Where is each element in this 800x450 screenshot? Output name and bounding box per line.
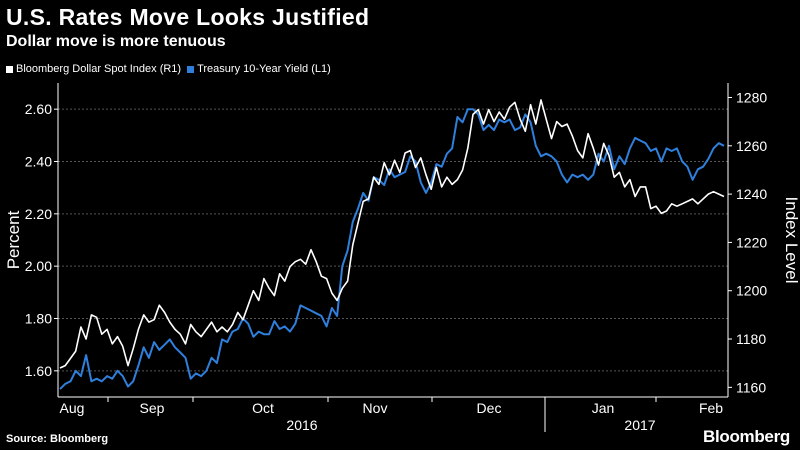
legend-swatch-treasury (187, 65, 195, 73)
legend-item-treasury: Treasury 10-Year Yield (L1) (187, 63, 331, 75)
tick-label-left: 1.80 (25, 311, 52, 327)
tick-label-left: 2.40 (25, 154, 52, 170)
tick-label-right: 1240 (736, 186, 767, 202)
tick-label-year: 2017 (624, 417, 655, 433)
tick-label-month: Sep (140, 400, 165, 416)
tick-label-right: 1180 (736, 331, 766, 347)
tick-label-month: Aug (60, 400, 85, 416)
legend-label-dollar: Bloomberg Dollar Spot Index (R1) (16, 63, 182, 75)
tick-label-left: 2.20 (25, 206, 52, 222)
tick-label-left: 2.00 (25, 258, 52, 274)
tick-label-year: 2016 (286, 417, 317, 433)
axis-title-right: Index Level (782, 197, 800, 284)
legend-item-dollar: Bloomberg Dollar Spot Index (R1) (6, 63, 181, 75)
legend: Bloomberg Dollar Spot Index (R1) Treasur… (6, 63, 337, 75)
series-line-treasury (59, 108, 725, 390)
tick-label-right: 1280 (736, 89, 767, 105)
tick-label-left: 2.60 (25, 101, 52, 117)
tick-label-right: 1200 (736, 283, 767, 299)
tick-label-right: 1260 (736, 138, 767, 154)
source-note: Source: Bloomberg (6, 433, 109, 445)
tick-label-month: Jan (592, 400, 615, 416)
tick-label-left: 1.60 (25, 363, 52, 379)
tick-label-month: Feb (699, 400, 723, 416)
tick-label-right: 1220 (736, 234, 767, 250)
axis-title-left: Percent (4, 210, 23, 269)
grid-layer (58, 108, 728, 372)
bloomberg-logo: Bloomberg (702, 427, 790, 446)
series-layer (59, 99, 725, 390)
tick-label-month: Nov (363, 400, 388, 416)
tick-label-right: 1160 (736, 379, 766, 395)
tick-label-month: Oct (252, 400, 274, 416)
tick-label-month: Dec (477, 400, 502, 416)
chart-title: U.S. Rates Move Looks Justified (6, 4, 370, 30)
legend-swatch-dollar (6, 65, 13, 73)
series-line-dollar (59, 99, 725, 369)
chart-subtitle: Dollar move is more tenuous (6, 33, 226, 50)
legend-label-treasury: Treasury 10-Year Yield (L1) (197, 63, 331, 75)
axis-layer: 1.60 1.80 2.00 2.20 2.40 2.60 1160 1180 1200 1220… (4, 83, 800, 433)
